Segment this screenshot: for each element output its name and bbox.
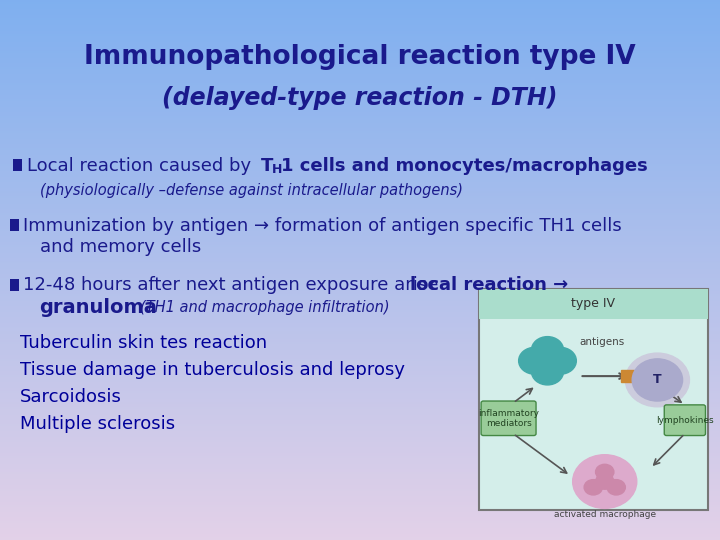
FancyBboxPatch shape [479,289,708,510]
Text: H: H [271,163,282,176]
Text: (delayed-type reaction - DTH): (delayed-type reaction - DTH) [162,86,558,110]
Circle shape [607,480,626,495]
Text: Multiple sclerosis: Multiple sclerosis [20,415,175,433]
FancyBboxPatch shape [665,405,706,436]
Text: (physiologically –defense against intracellular pathogens): (physiologically –defense against intrac… [40,183,463,198]
Text: Local reaction caused by: Local reaction caused by [27,157,257,175]
Text: 12-48 hours after next antigen exposure arise: 12-48 hours after next antigen exposure … [23,276,444,294]
Text: inflammatory
mediators: inflammatory mediators [478,409,539,428]
Text: 1 cells and monocytes/macrophages: 1 cells and monocytes/macrophages [281,157,647,175]
Text: lymphokines: lymphokines [656,416,714,424]
Text: antigens: antigens [580,336,625,347]
Text: Immunization by antigen → formation of antigen specific TH1 cells: Immunization by antigen → formation of a… [23,217,622,235]
FancyBboxPatch shape [13,159,22,171]
Text: Tuberculin skin tes reaction: Tuberculin skin tes reaction [20,334,267,352]
Text: local reaction →: local reaction → [410,276,569,294]
Circle shape [531,347,564,374]
Text: granuloma: granuloma [40,298,158,318]
Circle shape [626,353,690,407]
Text: Tissue damage in tuberculosis and leprosy: Tissue damage in tuberculosis and lepros… [20,361,405,379]
Text: (TH1 and macrophage infiltration): (TH1 and macrophage infiltration) [140,300,390,315]
Text: T: T [261,157,273,175]
Text: T: T [653,374,662,387]
Circle shape [531,336,564,363]
Text: activated macrophage: activated macrophage [554,510,656,518]
FancyBboxPatch shape [481,401,536,436]
FancyBboxPatch shape [10,219,19,231]
FancyBboxPatch shape [479,289,708,319]
Circle shape [572,455,636,508]
Text: Sarcoidosis: Sarcoidosis [20,388,122,406]
Circle shape [595,474,614,489]
FancyBboxPatch shape [10,279,19,291]
Text: type IV: type IV [571,297,616,310]
Circle shape [595,464,614,480]
Circle shape [544,347,576,374]
Circle shape [531,358,564,385]
Bar [621,370,634,382]
Text: Immunopathological reaction type IV: Immunopathological reaction type IV [84,44,636,70]
Circle shape [518,347,551,374]
Text: and memory cells: and memory cells [40,238,201,256]
Circle shape [584,480,603,495]
Circle shape [632,359,683,401]
